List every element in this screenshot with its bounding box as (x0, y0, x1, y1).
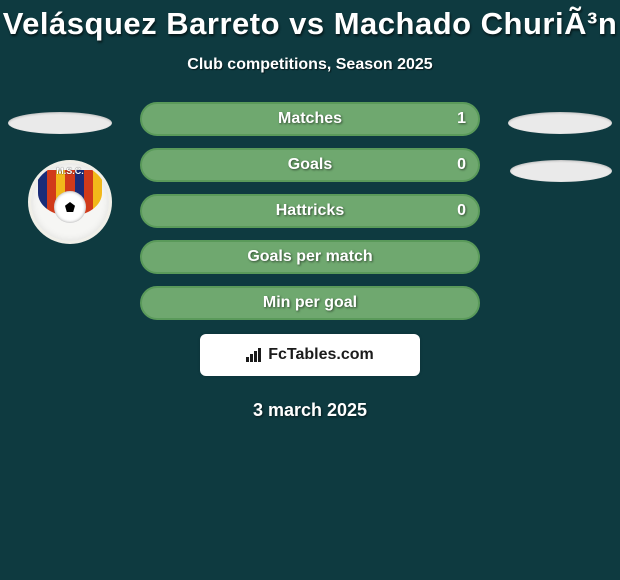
badge-ball-pentagon (65, 202, 75, 212)
stat-bar-label: Hattricks (140, 202, 480, 220)
stat-bar-label: Min per goal (140, 294, 480, 312)
bar-chart-icon (246, 348, 264, 362)
badge-label: M.S.C. (31, 166, 109, 176)
fctables-label: FcTables.com (268, 346, 374, 364)
player-right-oval-2 (510, 160, 612, 182)
stat-bar-label: Goals (140, 156, 480, 174)
stat-bar: Hattricks0 (140, 194, 480, 228)
stats-area: M.S.C. Matches1Goals0Hattricks0Goals per… (0, 102, 620, 320)
page-title: Velásquez Barreto vs Machado ChuriÃ³n (0, 0, 620, 42)
stat-bar: Min per goal (140, 286, 480, 320)
comparison-bars: Matches1Goals0Hattricks0Goals per matchM… (140, 102, 480, 320)
stat-bar: Goals per match (140, 240, 480, 274)
root-container: Velásquez Barreto vs Machado ChuriÃ³n Cl… (0, 0, 620, 580)
date-label: 3 march 2025 (0, 400, 620, 421)
fctables-watermark: FcTables.com (200, 334, 420, 376)
stat-bar-value-right: 0 (457, 202, 466, 220)
stat-bar: Matches1 (140, 102, 480, 136)
badge-ball-icon (54, 191, 86, 223)
stat-bar-label: Matches (140, 110, 480, 128)
club-badge: M.S.C. (28, 160, 112, 244)
subtitle: Club competitions, Season 2025 (0, 56, 620, 74)
stat-bar-label: Goals per match (140, 248, 480, 266)
stat-bar: Goals0 (140, 148, 480, 182)
player-right-oval-1 (508, 112, 612, 134)
stat-bar-value-right: 0 (457, 156, 466, 174)
player-left-oval (8, 112, 112, 134)
stat-bar-value-right: 1 (457, 110, 466, 128)
